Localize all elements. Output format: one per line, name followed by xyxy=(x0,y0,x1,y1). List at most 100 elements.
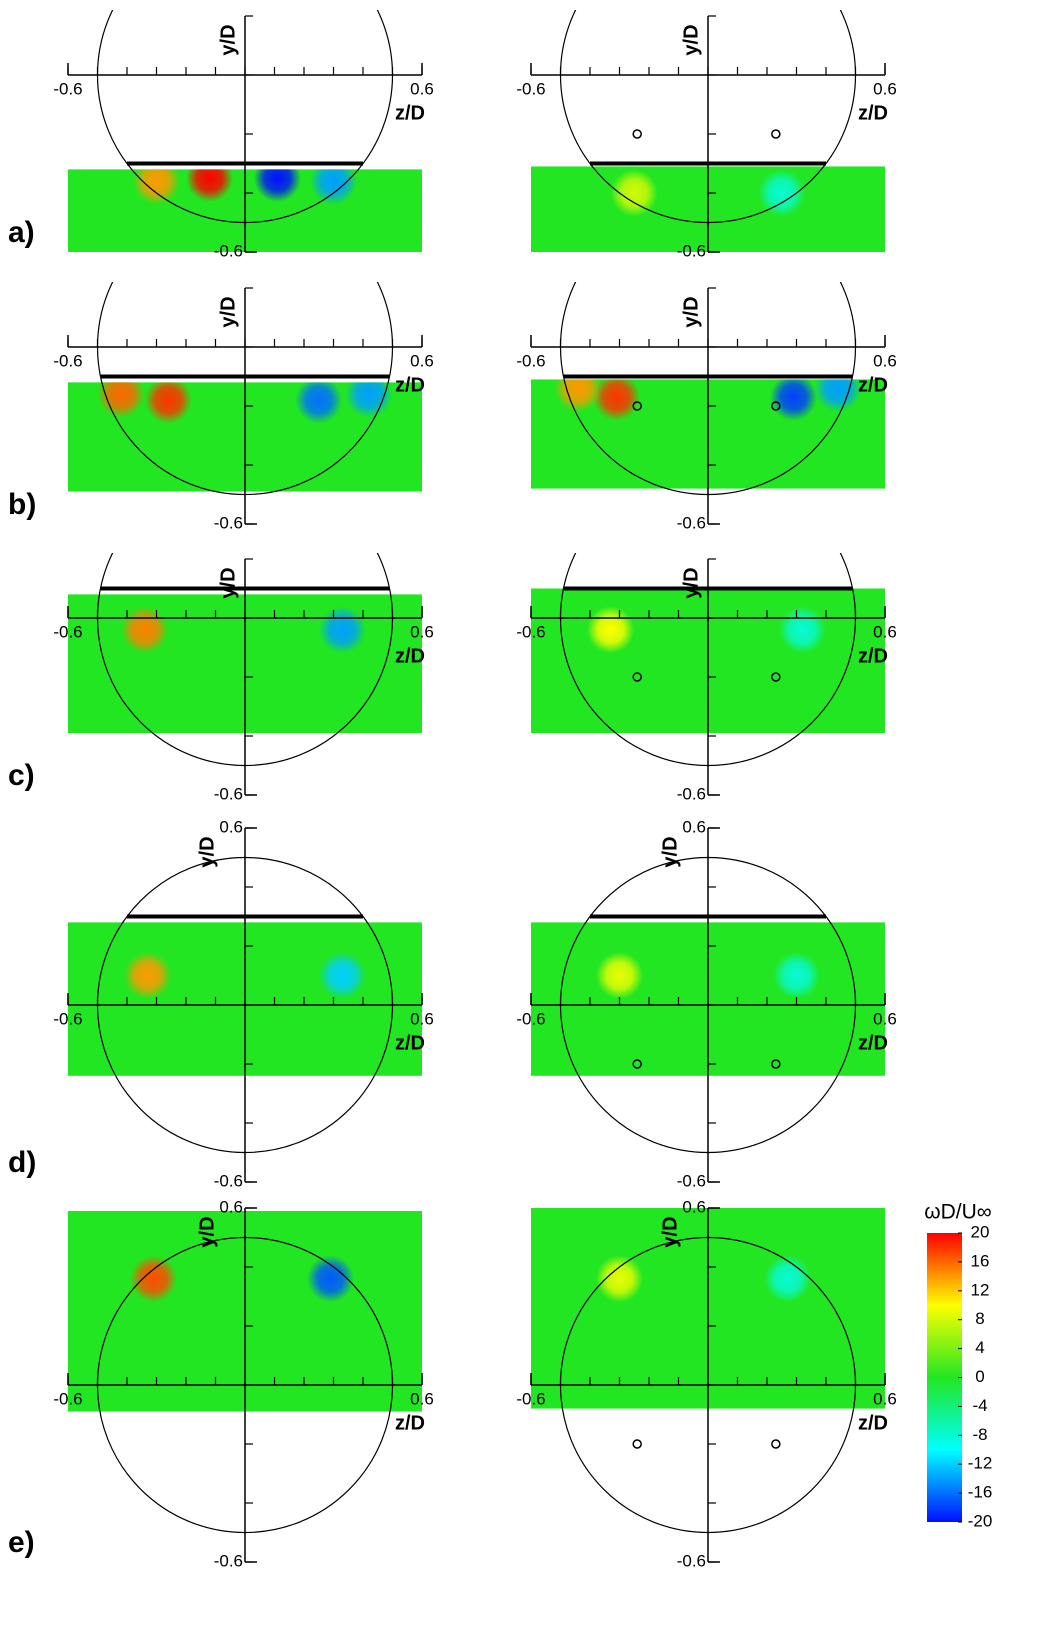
vortex xyxy=(769,379,818,421)
x-tick-label: -0.6 xyxy=(53,1389,82,1408)
vortex xyxy=(758,169,806,217)
y-tick-label: -0.6 xyxy=(214,1171,243,1190)
panel: -0.6 0.6 -0.6 z/D y/D a) xyxy=(8,10,434,260)
colorbar-tick-label: -8 xyxy=(972,1425,987,1444)
panel: -0.6 0.6 -0.6 z/D y/D b) xyxy=(8,282,434,532)
probe xyxy=(632,672,642,682)
vortex xyxy=(253,169,302,202)
colorbar-tick-label: 8 xyxy=(975,1309,984,1328)
y-axis-label: y/D xyxy=(659,1216,681,1247)
panel-label: e) xyxy=(8,1526,35,1559)
x-tick-label: -0.6 xyxy=(53,79,82,98)
panel-label: b) xyxy=(8,488,36,521)
panel: -0.6 0.6 -0.6 0.6 z/D y/D e) xyxy=(8,1197,434,1570)
panel: -0.6 0.6 -0.6 z/D y/D c) xyxy=(8,553,434,803)
x-tick-label: 0.6 xyxy=(410,622,434,641)
panel: -0.6 0.6 -0.6 z/D y/D xyxy=(516,10,897,260)
x-tick-label: -0.6 xyxy=(516,1389,545,1408)
vortex xyxy=(610,169,658,217)
colorbar-tick-label: 16 xyxy=(971,1251,990,1270)
x-axis-label: z/D xyxy=(395,102,425,124)
vortex xyxy=(124,951,172,1000)
x-axis-label: z/D xyxy=(858,374,888,396)
x-axis-label: z/D xyxy=(858,645,888,667)
x-axis-label: z/D xyxy=(395,374,425,396)
panel-label: d) xyxy=(8,1146,36,1179)
vortex xyxy=(186,169,234,202)
vortex xyxy=(295,382,343,424)
panel: -0.6 0.6 -0.6 0.6 z/D y/D xyxy=(516,1197,896,1570)
x-axis-label: z/D xyxy=(858,1412,888,1434)
x-tick-label: -0.6 xyxy=(516,79,545,98)
probe xyxy=(632,1439,642,1449)
vortex-layer xyxy=(97,382,393,424)
probe xyxy=(771,1439,781,1449)
probe xyxy=(771,1059,781,1069)
y-tick-label: 0.6 xyxy=(682,817,706,836)
y-tick-label: -0.6 xyxy=(214,784,243,803)
vortex xyxy=(764,1255,812,1303)
vortex xyxy=(595,951,644,1000)
colorbar-tick-label: 12 xyxy=(971,1280,990,1299)
y-tick-label: 0.6 xyxy=(682,1197,706,1216)
vortex xyxy=(309,169,358,205)
vortex-layer xyxy=(595,951,821,1000)
vortex-layer xyxy=(610,169,806,217)
x-axis-label: z/D xyxy=(858,102,888,124)
vortex xyxy=(121,606,169,654)
x-axis-label: z/D xyxy=(395,1412,425,1434)
y-axis-label: y/D xyxy=(196,836,218,867)
x-tick-label: -0.6 xyxy=(53,1009,82,1028)
vortex-layer xyxy=(595,1255,812,1303)
y-tick-label: 0.6 xyxy=(219,1197,243,1216)
vortex xyxy=(554,379,602,412)
y-axis-label: y/D xyxy=(680,567,702,598)
vortex xyxy=(595,1255,644,1303)
probe xyxy=(632,1059,642,1069)
vortex xyxy=(592,379,641,421)
vortex xyxy=(772,951,821,1000)
probe xyxy=(632,401,642,411)
vortex-layer xyxy=(129,1255,355,1303)
y-tick-label: -0.6 xyxy=(677,241,706,260)
probe xyxy=(771,672,781,682)
panel-label: c) xyxy=(8,759,35,792)
probe xyxy=(771,401,781,411)
colorbar-tick-label: 20 xyxy=(971,1222,990,1241)
y-axis-label: y/D xyxy=(217,24,239,55)
panel: -0.6 0.6 -0.6 z/D y/D xyxy=(516,282,897,532)
vortex xyxy=(97,382,145,418)
x-tick-label: -0.6 xyxy=(516,351,545,370)
y-tick-label: -0.6 xyxy=(214,1551,243,1570)
vortex xyxy=(345,382,393,418)
x-tick-label: 0.6 xyxy=(410,351,434,370)
panel: -0.6 0.6 -0.6 0.6 z/D y/D d) xyxy=(8,817,434,1190)
x-tick-label: 0.6 xyxy=(873,351,897,370)
vortex xyxy=(306,1255,355,1303)
x-tick-label: 0.6 xyxy=(873,1389,897,1408)
vortex xyxy=(778,606,827,654)
panel-label: a) xyxy=(8,216,35,249)
x-axis-label: z/D xyxy=(395,1032,425,1054)
panel: -0.6 0.6 -0.6 z/D y/D xyxy=(516,553,897,803)
vortex xyxy=(318,951,366,1000)
panel: -0.6 0.6 -0.6 0.6 z/D y/D xyxy=(516,817,896,1190)
colorbar-tick-label: -4 xyxy=(972,1396,987,1415)
x-axis-label: z/D xyxy=(395,645,425,667)
y-tick-label: -0.6 xyxy=(677,1551,706,1570)
x-tick-label: -0.6 xyxy=(516,1009,545,1028)
x-tick-label: -0.6 xyxy=(53,622,82,641)
y-tick-label: -0.6 xyxy=(677,513,706,532)
y-axis-label: y/D xyxy=(196,1216,218,1247)
x-tick-label: 0.6 xyxy=(873,622,897,641)
vortex xyxy=(129,1255,178,1303)
probe xyxy=(632,129,642,139)
y-axis-label: y/D xyxy=(680,296,702,327)
vortex-layer xyxy=(132,169,358,205)
y-tick-label: -0.6 xyxy=(677,784,706,803)
y-axis-label: y/D xyxy=(680,24,702,55)
vortex-layer xyxy=(124,951,366,1000)
vortex xyxy=(132,169,181,205)
colorbar-tick-label: 4 xyxy=(975,1338,984,1357)
